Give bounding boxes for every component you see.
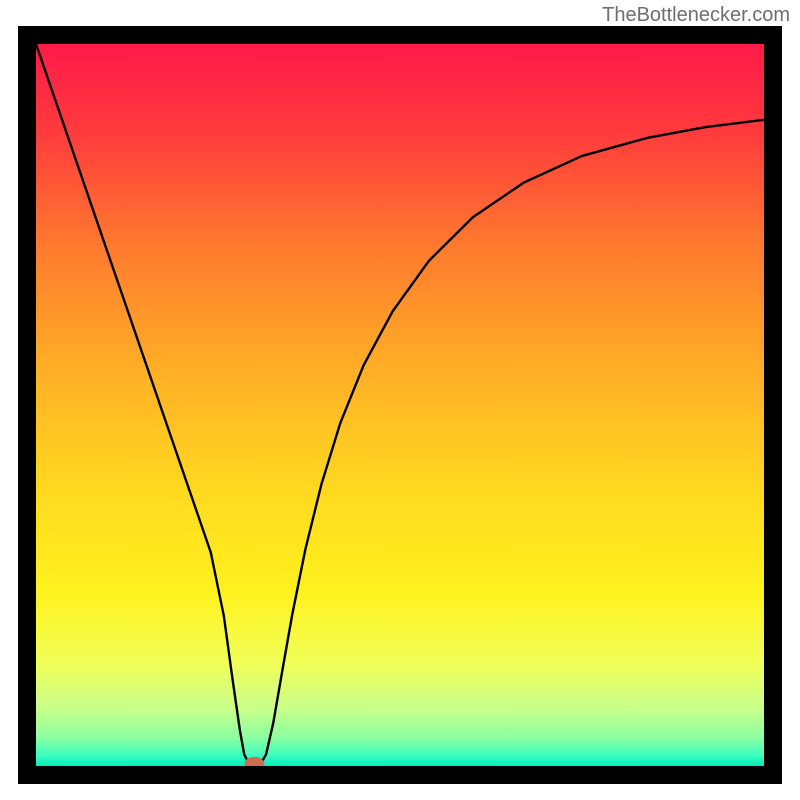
watermark-text: TheBottlenecker.com: [602, 4, 790, 27]
chart-background: [36, 44, 764, 766]
chart-container: TheBottlenecker.com: [0, 0, 800, 800]
plot-area: [36, 44, 764, 766]
chart-svg: [36, 44, 764, 766]
